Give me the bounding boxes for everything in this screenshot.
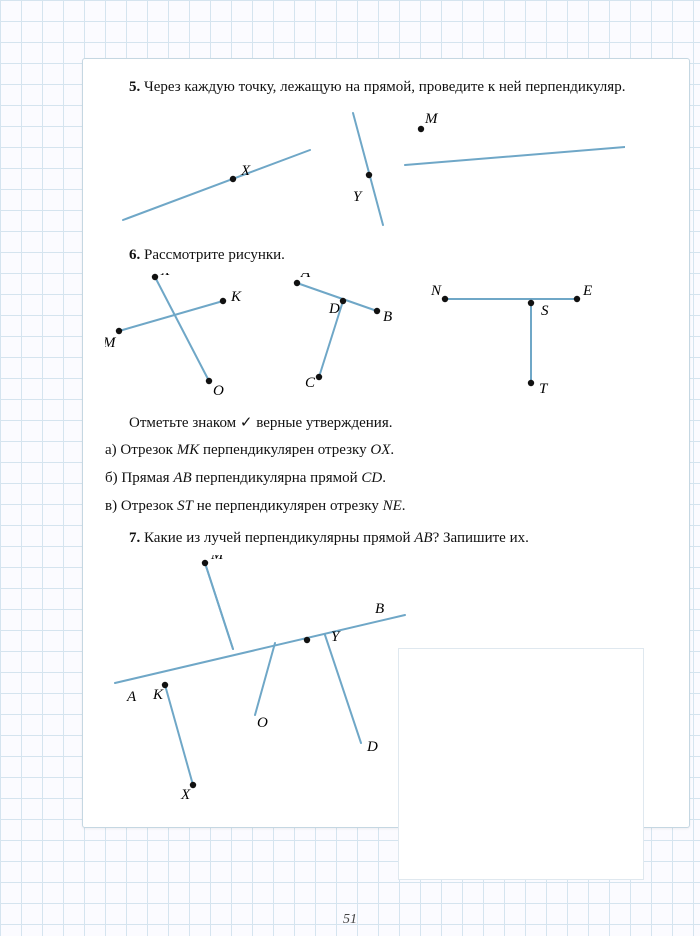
page: 5. Через каждую точку, лежащую на прямой…: [0, 0, 700, 936]
task7-i: AB: [414, 530, 432, 546]
stmt-c-i1: ST: [177, 498, 193, 514]
svg-text:A: A: [126, 689, 137, 705]
answer-block: [398, 648, 644, 880]
svg-text:Y: Y: [331, 629, 341, 645]
svg-text:C: C: [305, 375, 316, 391]
task6-prompt: Отметьте знаком ✓ верные утверждения.: [105, 413, 667, 435]
task7-post: ? Запишите их.: [433, 530, 529, 546]
task6-text: 6. Рассмотрите рисунки.: [105, 245, 667, 267]
task6-figure: X K M O A B D C N E S T: [105, 273, 667, 403]
stmt-b-i2: CD: [361, 470, 382, 486]
stmt-c-post: .: [402, 498, 406, 514]
svg-text:A: A: [300, 273, 311, 281]
svg-text:B: B: [375, 601, 384, 617]
stmt-b-pre: б) Прямая: [105, 470, 173, 486]
svg-text:N: N: [430, 283, 442, 299]
svg-text:X: X: [180, 787, 191, 803]
page-number: 51: [0, 912, 700, 928]
svg-text:X: X: [160, 273, 171, 279]
svg-text:Y: Y: [353, 189, 363, 205]
prompt-post: верные утверждения.: [253, 415, 393, 431]
stmt-a-post: .: [390, 442, 394, 458]
task5-number: 5.: [129, 79, 140, 95]
svg-text:D: D: [328, 301, 340, 317]
svg-text:B: B: [383, 309, 392, 325]
svg-text:T: T: [539, 381, 549, 397]
stmt-a-i1: MK: [177, 442, 200, 458]
svg-text:O: O: [257, 715, 268, 731]
stmt-b-post: .: [382, 470, 386, 486]
statement-b: б) Прямая AB перпендикулярна прямой CD.: [105, 468, 667, 490]
svg-text:O: O: [213, 383, 224, 399]
stmt-b-mid: перпендикулярна прямой: [192, 470, 362, 486]
svg-text:M: M: [105, 335, 117, 351]
stmt-b-i1: AB: [173, 470, 191, 486]
task5-text: 5. Через каждую точку, лежащую на прямой…: [105, 77, 667, 99]
stmt-a-mid: перпендикулярен отрезку: [199, 442, 370, 458]
statement-a: а) Отрезок MK перпендикулярен отрезку OX…: [105, 440, 667, 462]
task7-text: 7. Какие из лучей перпендикулярны прямой…: [105, 528, 667, 550]
svg-text:M: M: [424, 111, 439, 127]
svg-text:D: D: [366, 739, 378, 755]
task7-number: 7.: [129, 530, 140, 546]
task5-figure: X Y M: [105, 105, 667, 235]
stmt-c-i2: NE: [383, 498, 402, 514]
svg-text:E: E: [582, 283, 592, 299]
stmt-c-mid: не перпендикулярен отрезку: [193, 498, 383, 514]
svg-text:M: M: [210, 555, 225, 563]
task5-body: Через каждую точку, лежащую на прямой, п…: [144, 79, 625, 95]
stmt-a-i2: OX: [370, 442, 390, 458]
svg-text:X: X: [240, 163, 251, 179]
svg-text:S: S: [541, 303, 549, 319]
svg-text:K: K: [152, 687, 164, 703]
check-icon: ✓: [240, 415, 253, 431]
prompt-pre: Отметьте знаком: [129, 415, 240, 431]
task6-number: 6.: [129, 247, 140, 263]
stmt-c-pre: в) Отрезок: [105, 498, 177, 514]
statement-c: в) Отрезок ST не перпендикулярен отрезку…: [105, 496, 667, 518]
stmt-a-pre: а) Отрезок: [105, 442, 177, 458]
task7-pre: Какие из лучей перпендикулярны прямой: [144, 530, 414, 546]
task6-body: Рассмотрите рисунки.: [144, 247, 285, 263]
svg-text:K: K: [230, 289, 242, 305]
